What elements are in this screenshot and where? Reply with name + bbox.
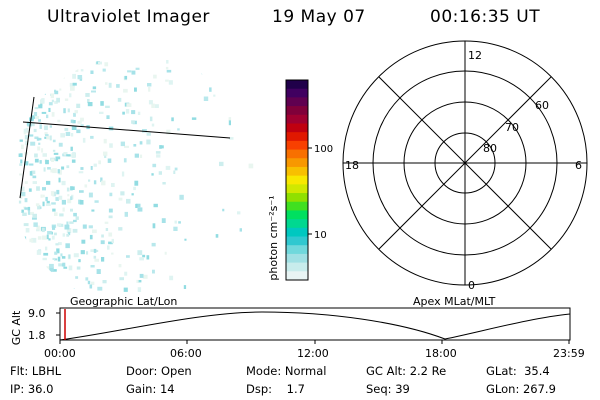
colorbar-swatch [286,80,308,90]
lat-label-70: 70 [505,121,519,134]
colorbar-swatch [286,271,308,281]
colorbar-swatch [286,106,308,116]
colorbar-swatch [286,149,308,159]
gc-alt-label: GC Alt: [366,364,407,378]
colorbar-swatch [286,227,308,238]
colorbar-swatch [286,193,308,203]
gain-label: Gain: [126,382,157,396]
dsp-info: Dsp: 1.7 [246,382,305,396]
door-info: Door: Open [126,364,192,378]
colorbar-swatch [286,219,308,229]
colorbar-swatch [286,253,308,264]
gc-alt-info: GC Alt: 2.2 Re [366,364,446,378]
colorbar-swatch [286,140,308,151]
observation-time: 00:16:35 UT [430,7,541,27]
time-tick-1200: 12:00 [297,347,329,360]
color-bar: photon cm⁻²s⁻¹ 100 10 [267,79,333,281]
time-tick-2359: 23:59 [553,347,585,360]
door-value: Open [160,364,192,378]
glon-value: 267.9 [522,382,556,396]
geographic-label: Geographic Lat/Lon [70,295,178,308]
gain-info: Gain: 14 [126,382,175,396]
lat-label-60: 60 [535,99,549,112]
time-tick-0000: 00:00 [44,347,76,360]
mlt-label-0: 0 [468,279,475,292]
gc-alt-axis-label: GC Alt [10,310,23,345]
colorbar-frame [285,79,309,281]
gain-value: 14 [159,382,175,396]
observation-date: 19 May 07 [272,7,366,27]
time-tick-1800: 18:00 [425,347,457,360]
colorbar-tick-100: 100 [314,144,333,155]
colorbar-swatch [286,166,308,177]
polar-plot: 12 0 18 6 60 70 80 [342,40,588,292]
seq-info: Seq: 39 [366,382,410,396]
colorbar-swatch [286,97,308,107]
apex-label: Apex MLat/MLT [413,295,496,308]
ip-value: 36.0 [27,382,54,396]
colorbar-swatch [286,132,308,142]
glat-info: GLat: 35.4 [486,364,550,378]
colorbar-swatch [286,123,308,133]
glon-label: GLon: [486,382,520,396]
instrument-title: Ultraviolet Imager [47,7,210,27]
altitude-plot: GC Alt 9.0 1.8 00:00 06:00 12:00 18:00 2… [10,307,585,360]
dsp-label: Dsp: [246,382,273,396]
ip-label: IP: [10,382,25,396]
alt-tick-1-8: 1.8 [28,329,46,342]
mode-info: Mode: Normal [246,364,326,378]
glon-info: GLon: 267.9 [486,382,556,396]
colorbar-unit-label: photon cm⁻²s⁻¹ [267,195,280,280]
gc-alt-value: 2.2 Re [409,364,447,378]
altitude-curve [59,311,571,341]
colorbar-swatch [286,262,308,272]
lat-label-80: 80 [483,142,497,155]
colorbar-swatch [286,201,308,212]
colorbar-swatch [286,158,308,168]
mode-value: Normal [284,364,327,378]
mode-label: Mode: [246,364,282,378]
filter-value: LBHL [31,364,62,378]
colorbar-tick-10: 10 [314,230,327,241]
colorbar-swatch [286,114,308,125]
filter-info: Flt: LBHL [10,364,61,378]
colorbar-swatch [286,175,308,185]
colorbar-swatch [286,88,308,98]
filter-label: Flt: [10,364,29,378]
colorbar-swatch [286,184,308,194]
mlt-label-18: 18 [345,159,359,172]
mlt-label-12: 12 [468,49,482,62]
door-label: Door: [126,364,158,378]
seq-label: Seq: [366,382,392,396]
lat-lon-line-vertical [19,96,35,199]
alt-tick-9: 9.0 [28,307,46,320]
altitude-frame [59,307,571,341]
lat-lon-line-horizontal [22,121,231,139]
time-tick-0600: 06:00 [170,347,202,360]
ip-info: IP: 36.0 [10,382,53,396]
dsp-value: 1.7 [286,382,305,396]
glat-label: GLat: [486,364,517,378]
colorbar-swatch [286,236,308,246]
glat-value: 35.4 [524,364,550,378]
geographic-image [18,55,256,292]
mlt-label-6: 6 [575,159,582,172]
colorbar-swatch [286,210,308,220]
colorbar-swatch [286,245,308,255]
seq-value: 39 [395,382,410,396]
